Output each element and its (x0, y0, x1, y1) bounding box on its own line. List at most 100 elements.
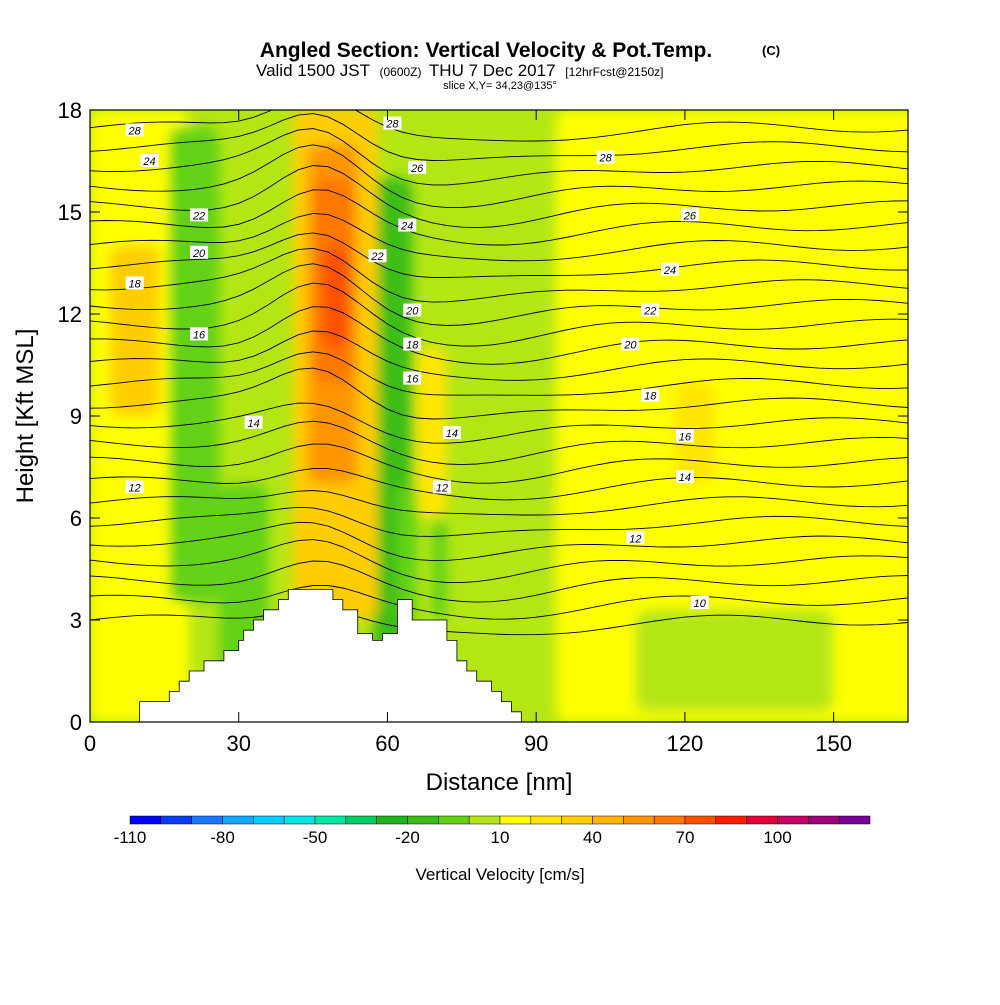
contour-label-bg (675, 429, 694, 443)
colorbar-swatch-0 (129, 815, 162, 825)
theta-contour-8 (90, 443, 908, 484)
valid-date: THU 7 Dec 2017 (429, 61, 556, 80)
contour-label-text: 22 (370, 251, 383, 263)
contour-label-text: 28 (127, 125, 141, 137)
theta-contour-25 (90, 110, 908, 142)
contour-label-bg (680, 208, 699, 222)
contour-label-bg (125, 276, 144, 290)
x-axis-label: Distance [nm] (426, 769, 573, 796)
colorbar-swatch-15 (592, 815, 624, 825)
contour-label-text: 18 (644, 391, 657, 403)
x-axis-ticks: 0 30 60 90 120 150 (84, 110, 852, 756)
contour-label-4: 26 (408, 160, 427, 175)
theta-contour-6 (90, 490, 908, 516)
contour-label-text: 18 (128, 278, 141, 290)
colorbar-swatch-8 (376, 815, 408, 825)
chart-slice-info: slice X,Y= 34,23@135° (443, 80, 557, 92)
colorbar-swatch-9 (407, 815, 439, 825)
theta-contours (90, 110, 908, 636)
colorbar-swatch-20 (746, 815, 778, 825)
contour-label-19: 14 (244, 415, 263, 430)
theta-contour-14 (90, 306, 908, 365)
contour-label-bg (442, 426, 461, 439)
contour-label-18: 18 (641, 388, 660, 403)
contour-label-7: 24 (398, 218, 417, 233)
contour-label-bg (190, 208, 209, 222)
theta-contour-24 (90, 113, 908, 161)
colorbar-swatch-16 (623, 815, 655, 825)
contour-label-24: 12 (432, 480, 451, 494)
contour-labels: 28 28 28 24 26 26 22 24 20 22 24 18 22 20 16 18 20 16 18 14… (125, 116, 709, 610)
colorbar-swatch-1 (160, 815, 192, 825)
terrain (90, 589, 908, 722)
y-tick-label-5: 15 (58, 200, 82, 225)
y-tick-label-2: 6 (70, 506, 82, 531)
theta-contour-20 (90, 189, 908, 246)
colorbar-tick-label-2: -50 (303, 828, 328, 847)
contour-label-13: 20 (403, 303, 422, 318)
y-tick-label-3: 9 (70, 404, 82, 429)
theta-contour-10 (90, 402, 908, 444)
field-blob-17 (635, 609, 834, 712)
contour-label-8: 20 (190, 245, 209, 260)
contour-label-16: 20 (621, 337, 640, 352)
contour-label-text: 10 (694, 598, 707, 610)
colorbar-swatch-7 (345, 815, 377, 825)
contour-label-bg (641, 303, 660, 317)
velocity-field: 28 28 28 24 26 26 22 24 20 22 24 18 22 20 16 18 20 16 18 14… (90, 110, 908, 722)
colorbar-swatch-13 (530, 815, 562, 825)
colorbar-swatch-21 (777, 815, 809, 825)
colorbar-label: Vertical Velocity [cm/s] (415, 865, 584, 884)
theta-contour-17 (90, 247, 908, 303)
contour-label-bg (403, 371, 422, 385)
contour-label-bg (403, 337, 422, 351)
x-tick-label-0: 0 (84, 731, 96, 756)
colorbar-swatch-6 (314, 815, 347, 825)
field-blob-6 (397, 484, 418, 620)
y-tick-label-6: 18 (58, 98, 82, 123)
contour-label-text: 12 (436, 482, 448, 494)
contour-label-text: 14 (679, 472, 691, 484)
field-blob-3 (169, 127, 219, 603)
contour-label-21: 16 (675, 429, 694, 443)
colorbar-swatch-10 (438, 815, 470, 825)
contour-label-14: 16 (190, 327, 209, 341)
contour-label-11: 18 (125, 276, 144, 290)
contour-label-text: 20 (192, 248, 206, 260)
colorbar-swatch-19 (715, 815, 747, 825)
contour-label-bg (596, 150, 615, 164)
contour-label-1: 28 (383, 116, 402, 131)
contour-label-bg (690, 596, 709, 609)
theta-contour-2 (90, 560, 908, 603)
field-blob-12 (323, 246, 348, 348)
contour-label-text: 28 (598, 153, 612, 165)
field-blob-8 (511, 484, 552, 620)
chart-title: Angled Section: Vertical Velocity & Pot.… (260, 39, 712, 62)
contour-label-3: 24 (140, 154, 159, 168)
contour-label-bg (190, 327, 209, 341)
colorbar-tick-label-0: -110 (114, 828, 147, 847)
contour-label-bg (125, 480, 144, 494)
theta-contour-9 (90, 420, 908, 466)
contour-label-text: 12 (629, 533, 641, 545)
valid-forecast: [12hrFcst@2150z] (565, 65, 663, 79)
x-tick-label-5: 150 (815, 731, 852, 756)
colorbar-swatch-14 (561, 815, 593, 825)
theta-contour-7 (90, 468, 908, 501)
theta-contour-0 (90, 608, 908, 636)
theta-contour-18 (90, 232, 908, 278)
contour-label-12: 22 (641, 303, 660, 318)
contour-label-bg (675, 470, 694, 484)
colorbar-swatch-2 (191, 815, 223, 825)
colorbar-swatch-22 (808, 815, 840, 825)
colorbar-swatch-23 (838, 815, 871, 825)
contour-label-25: 12 (626, 531, 645, 545)
colorbar-swatch-12 (499, 815, 532, 825)
field-blob-2 (694, 110, 908, 722)
y-tick-label-1: 3 (70, 608, 82, 633)
contour-label-bg (125, 123, 144, 137)
x-tick-label-4: 120 (667, 731, 704, 756)
contour-label-bg (641, 388, 660, 402)
